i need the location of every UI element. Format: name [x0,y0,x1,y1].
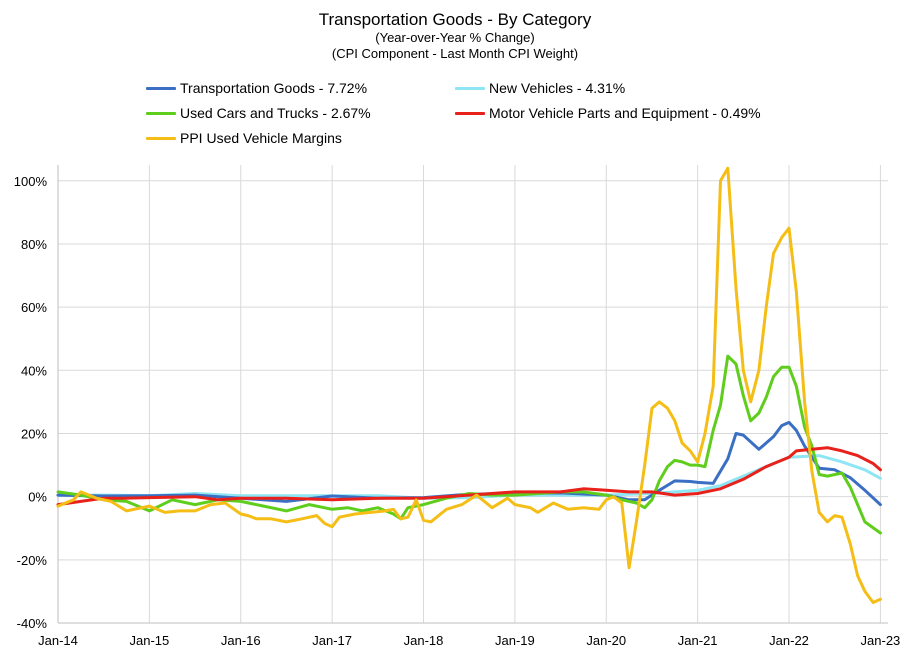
chart-subtitle-1: (Year-over-Year % Change) [375,30,535,45]
chart-title: Transportation Goods - By Category [318,10,592,29]
legend-swatch [146,136,176,140]
legend-swatch [146,86,176,90]
chart-titles: Transportation Goods - By Category (Year… [0,10,910,62]
y-tick-label: -20% [17,553,48,568]
y-tick-label: -40% [17,616,48,631]
y-tick-label: 80% [21,237,47,252]
x-tick-label: Jan-18 [404,633,444,648]
x-tick-label: Jan-21 [678,633,718,648]
x-tick-label: Jan-14 [38,633,78,648]
legend-item-transportation-goods: Transportation Goods - 7.72% [146,79,367,97]
series-line-1 [56,454,882,500]
y-tick-label: 40% [21,363,47,378]
chart-legend: Transportation Goods - 7.72% New Vehicle… [0,0,910,150]
legend-label: Used Cars and Trucks - 2.67% [180,105,371,121]
y-tick-label: 60% [21,300,47,315]
legend-item-motor-vehicle-parts: Motor Vehicle Parts and Equipment - 0.49… [455,104,761,122]
chart-subtitle-2: (CPI Component - Last Month CPI Weight) [331,46,579,61]
x-tick-label: Jan-23 [861,633,901,648]
x-tick-label: Jan-16 [221,633,261,648]
legend-swatch [455,86,485,90]
x-tick-label: Jan-22 [769,633,809,648]
legend-label: PPI Used Vehicle Margins [180,130,342,146]
x-tick-label: Jan-19 [495,633,535,648]
legend-label: Motor Vehicle Parts and Equipment - 0.49… [489,105,761,121]
x-tick-label: Jan-20 [586,633,626,648]
legend-swatch [455,111,485,115]
x-tick-label: Jan-15 [130,633,170,648]
x-tick-label: Jan-17 [312,633,352,648]
legend-label: Transportation Goods - 7.72% [180,80,368,96]
series-line-3 [56,446,882,507]
legend-item-new-vehicles: New Vehicles - 4.31% [455,79,625,97]
series-line-2 [56,354,882,535]
y-tick-label: 0% [28,490,47,505]
legend-item-ppi-used-vehicle-margins: PPI Used Vehicle Margins [146,129,342,147]
legend-label: New Vehicles - 4.31% [489,80,626,96]
y-tick-label: 100% [14,174,48,189]
y-tick-label: 20% [21,426,47,441]
series-line-4 [56,166,882,604]
legend-item-used-cars: Used Cars and Trucks - 2.67% [146,104,371,122]
legend-swatch [146,111,176,115]
